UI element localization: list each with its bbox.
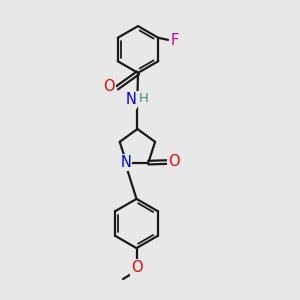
Text: F: F bbox=[171, 33, 179, 48]
Text: O: O bbox=[103, 79, 114, 94]
Text: H: H bbox=[139, 92, 148, 106]
Text: N: N bbox=[120, 155, 131, 170]
Text: N: N bbox=[125, 92, 136, 107]
Text: O: O bbox=[131, 260, 142, 275]
Text: O: O bbox=[169, 154, 180, 169]
